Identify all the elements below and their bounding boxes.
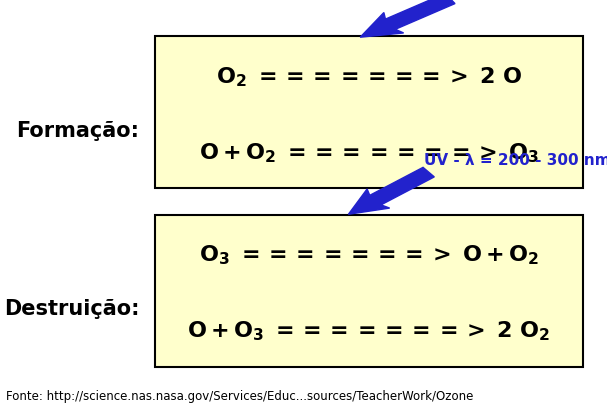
Text: Formação:: Formação:: [16, 121, 140, 141]
Text: $\bf{O + O_3\ =======>\ 2\ O_2}$: $\bf{O + O_3\ =======>\ 2\ O_2}$: [187, 320, 551, 343]
Text: $\bf{O_2\ =======>\ 2\ O}$: $\bf{O_2\ =======>\ 2\ O}$: [215, 66, 522, 89]
Bar: [155, 36, 583, 188]
Bar: [155, 215, 583, 367]
Text: $\bf{O + O_2\ =======>\ O_3}$: $\bf{O + O_2\ =======>\ O_3}$: [198, 142, 539, 165]
Text: $\bf{O_3\ =======>\ O + O_2}$: $\bf{O_3\ =======>\ O + O_2}$: [198, 244, 539, 267]
FancyArrow shape: [360, 0, 455, 37]
Text: Destruição:: Destruição:: [4, 299, 140, 319]
Text: Fonte: http://science.nas.nasa.gov/Services/Educ...sources/TeacherWork/Ozone: Fonte: http://science.nas.nasa.gov/Servi…: [6, 390, 473, 403]
FancyArrow shape: [348, 167, 434, 214]
Text: UV - λ = 200 - 300 nm: UV - λ = 200 - 300 nm: [424, 153, 607, 168]
